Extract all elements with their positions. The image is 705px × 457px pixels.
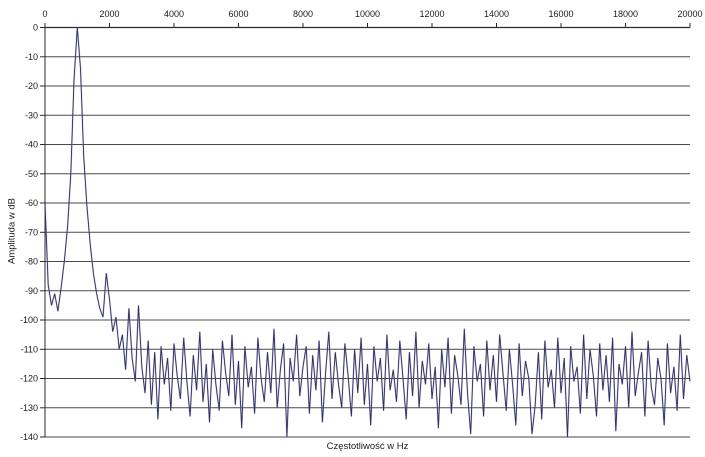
y-tick-label: -120: [20, 374, 38, 384]
y-tick-label: -50: [25, 169, 38, 179]
x-tick-label: 12000: [419, 9, 444, 19]
x-tick-label: 10000: [355, 9, 380, 19]
x-axis-title: Częstotliwość w Hz: [326, 441, 409, 452]
x-tick-label: 2000: [99, 9, 119, 19]
y-axis-title: Amplituda w dB: [6, 197, 18, 265]
y-tick-label: -80: [25, 257, 38, 267]
x-tick-label: 6000: [228, 9, 248, 19]
y-tick-label: -130: [20, 403, 38, 413]
y-tick-label: -70: [25, 227, 38, 237]
x-tick-label: 18000: [613, 9, 638, 19]
y-tick-label: -110: [21, 344, 38, 354]
x-tick-label: 4000: [164, 9, 184, 19]
x-tick-label: 16000: [548, 9, 573, 19]
x-tick-label: 14000: [484, 9, 509, 19]
x-tick-label: 0: [42, 9, 47, 19]
y-tick-label: -100: [20, 315, 38, 325]
y-tick-label: -10: [25, 52, 38, 62]
y-tick-label: -140: [20, 432, 38, 442]
spectrum-trace: [44, 27, 691, 438]
y-tick-label: 0: [33, 23, 38, 33]
y-tick-label: -40: [25, 140, 38, 150]
x-tick-label: 8000: [293, 9, 313, 19]
y-tick-label: -60: [25, 198, 38, 208]
y-tick-label: -30: [25, 110, 38, 120]
y-tick-label: -90: [25, 286, 38, 296]
x-tick-label: 20000: [677, 9, 702, 19]
y-tick-label: -20: [25, 81, 38, 91]
